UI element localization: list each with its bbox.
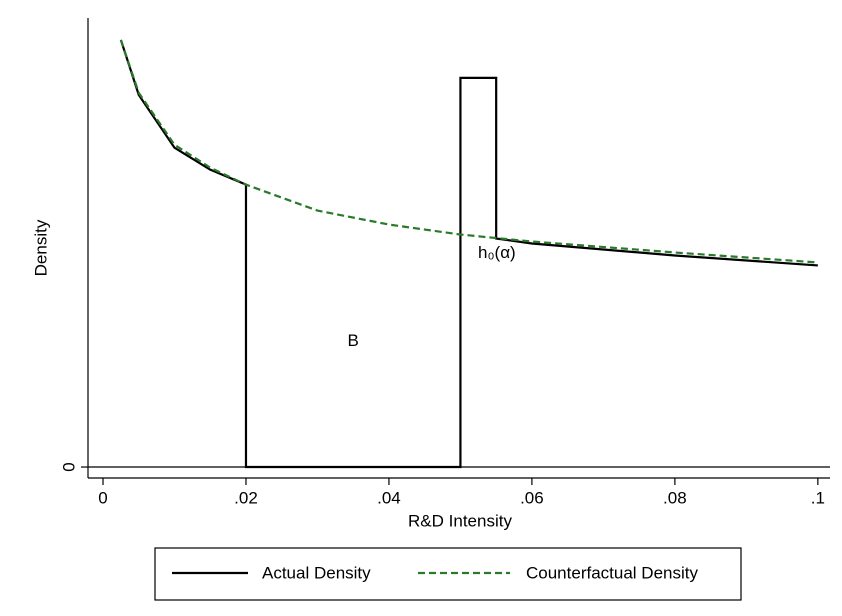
y-axis-label: Density xyxy=(31,219,50,276)
x-tick-label: .1 xyxy=(811,488,825,507)
x-tick-label: .02 xyxy=(234,488,258,507)
x-tick-label: .08 xyxy=(663,488,687,507)
annotation: B xyxy=(348,331,359,350)
series-line xyxy=(119,39,818,264)
x-tick-label: 0 xyxy=(98,488,107,507)
x-tick-label: .04 xyxy=(377,488,401,507)
legend-box xyxy=(154,547,742,601)
annotation: h₀(α) xyxy=(478,243,516,262)
x-tick-label: .06 xyxy=(520,488,544,507)
legend-label: Counterfactual Density xyxy=(526,563,698,582)
legend-label: Actual Density xyxy=(262,563,371,582)
x-axis-label: R&D Intensity xyxy=(408,511,512,530)
series-line xyxy=(119,39,818,469)
y-tick-label: 0 xyxy=(59,462,78,471)
